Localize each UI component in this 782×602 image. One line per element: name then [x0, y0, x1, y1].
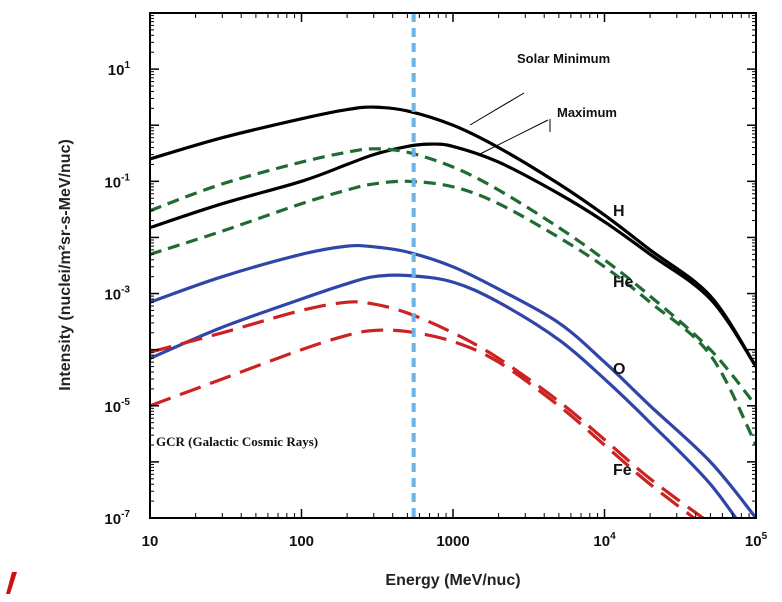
- annotations: Solar Minimum Maximum GCR (Galactic Cosm…: [156, 51, 617, 449]
- series-label-fe: Fe: [613, 462, 632, 479]
- series-he-min-line: [150, 147, 756, 407]
- x-tick-label: 1000: [436, 533, 469, 550]
- red-slash-mark: [6, 572, 17, 594]
- series-labels: H He O Fe: [613, 203, 634, 479]
- series-o-max-line: [150, 273, 738, 518]
- series-o-min-line: [150, 243, 756, 518]
- maximum-label: Maximum: [557, 105, 617, 120]
- series-fe-min-line: [150, 300, 706, 518]
- series-label-h: H: [613, 203, 625, 220]
- ticks-layer: [149, 12, 757, 519]
- x-tick-label: 104: [593, 531, 616, 550]
- solar-minimum-label: Solar Minimum: [517, 51, 610, 66]
- y-tick-label: 10-1: [104, 172, 130, 191]
- y-tick-label: 101: [108, 60, 131, 79]
- series-label-o: O: [613, 361, 625, 378]
- y-tick-label: 10-5: [104, 397, 130, 416]
- series-layer: [150, 105, 756, 518]
- x-tick-label: 105: [745, 531, 768, 550]
- tick-labels: 10 100 1000 104 105 101 10-1 10-3 10-5 10-7: [104, 60, 767, 550]
- solar-minimum-pointer: [469, 92, 525, 126]
- y-tick-label: 10-7: [104, 509, 130, 528]
- series-h-min-line: [150, 105, 756, 368]
- x-tick-label: 100: [289, 533, 314, 550]
- series-label-he: He: [613, 274, 634, 291]
- x-tick-label: 10: [142, 533, 159, 550]
- x-axis-title: Energy (MeV/nuc): [385, 572, 520, 589]
- y-axis-title: Intensity (nuclei/m²sr-s-MeV/nuc): [57, 139, 74, 391]
- y-tick-label: 10-3: [104, 285, 130, 304]
- series-fe-max-line: [150, 328, 697, 518]
- maximum-pointer: [479, 119, 549, 155]
- gcr-label: GCR (Galactic Cosmic Rays): [156, 434, 318, 449]
- series-h-max-line: [150, 142, 756, 368]
- series-he-max-line: [150, 179, 756, 446]
